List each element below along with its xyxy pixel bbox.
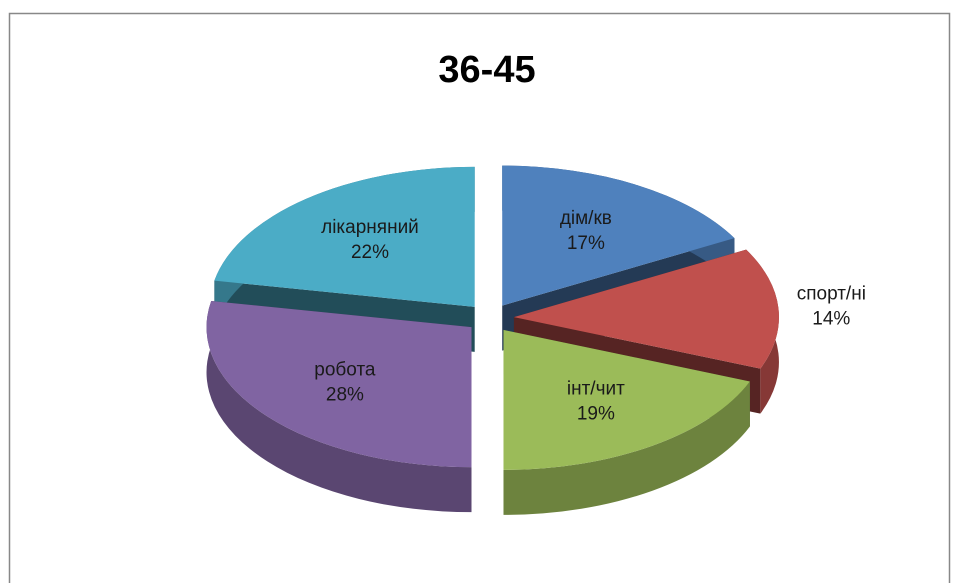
slice-label: спорт/ні	[797, 284, 866, 305]
chart-title: 36-45	[438, 49, 535, 91]
slice-top	[214, 166, 475, 307]
slice-label: дім/кв	[560, 208, 612, 229]
chart-frame	[8, 12, 951, 583]
slice-wall	[206, 300, 472, 513]
slice-label: лікарняний	[321, 217, 419, 238]
slice-value-label: 22%	[351, 242, 389, 263]
slice-value-label: 19%	[577, 404, 615, 425]
slice-label: інт/чит	[567, 379, 625, 400]
slice-top	[502, 165, 735, 306]
slice	[206, 300, 472, 513]
slice-top	[513, 249, 779, 369]
slice-wall	[503, 381, 750, 515]
slice-value-label: 17%	[567, 233, 605, 254]
slice-top	[503, 329, 750, 470]
slice	[503, 329, 750, 515]
slice-value-label: 14%	[812, 309, 850, 330]
slice-top	[206, 300, 472, 468]
slice-value-label: 28%	[326, 385, 364, 406]
slice-label: робота	[314, 360, 376, 381]
